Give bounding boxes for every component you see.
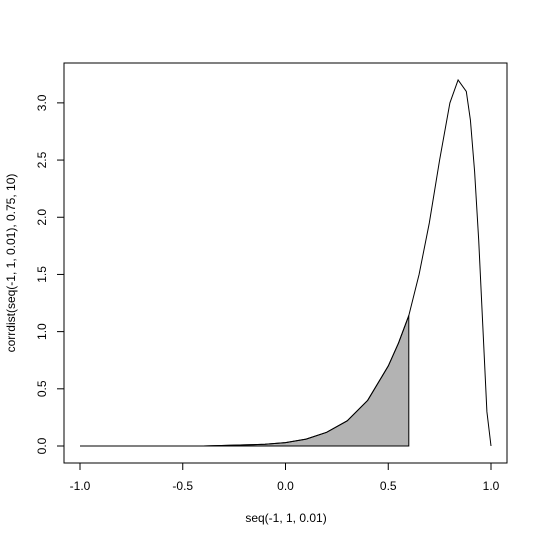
y-tick-label: 2.5 (35, 151, 49, 168)
x-axis: -1.0 -0.5 0.0 0.5 1.0 (70, 462, 500, 493)
density-curve (80, 78, 492, 447)
y-tick-label: 0.5 (35, 380, 49, 397)
x-tick-label: -1.0 (70, 479, 91, 493)
y-tick-label: 2.0 (35, 209, 49, 226)
y-tick-label: 1.0 (35, 323, 49, 340)
y-tick-label: 1.5 (35, 266, 49, 283)
x-axis-label: seq(-1, 1, 0.01) (245, 511, 326, 525)
x-tick-label: 1.0 (483, 479, 500, 493)
y-axis-label: corrdist(seq(-1, 1, 0.01), 0.75, 10) (4, 174, 18, 353)
plot-frame (63, 62, 508, 464)
shaded-area (80, 315, 410, 447)
y-axis: 0.0 0.5 1.0 1.5 2.0 2.5 3.0 (35, 94, 65, 454)
y-tick-label: 3.0 (35, 94, 49, 111)
y-tick-label: 0.0 (35, 437, 49, 454)
x-tick-label: 0.5 (380, 479, 397, 493)
x-tick-label: 0.0 (277, 479, 294, 493)
x-tick-label: -0.5 (172, 479, 193, 493)
